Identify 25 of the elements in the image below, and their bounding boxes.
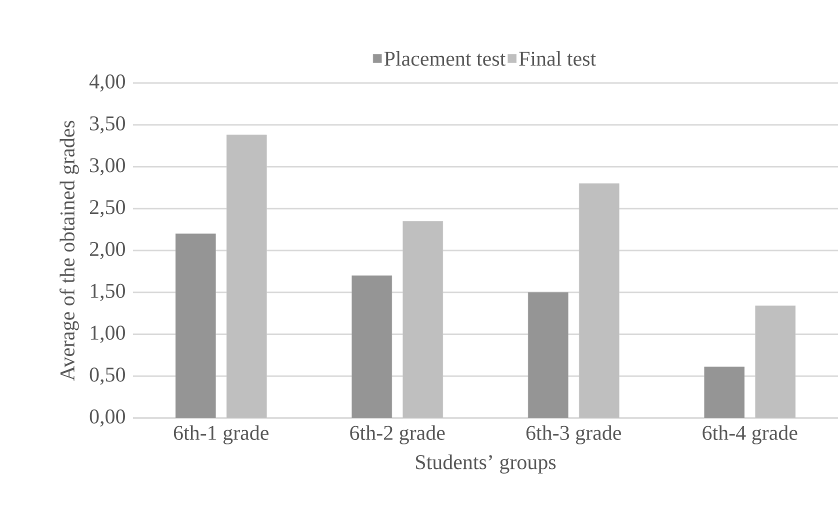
x-tick-label: 6th-1 grade bbox=[174, 425, 268, 444]
bar bbox=[352, 275, 392, 418]
x-axis-title: Students’ groups bbox=[416, 454, 556, 474]
bar bbox=[755, 306, 796, 418]
y-axis-title: Average of the obtained grades bbox=[60, 120, 79, 381]
y-tick-label: 2,00 bbox=[90, 242, 126, 260]
legend-label: Final test bbox=[519, 51, 596, 66]
y-tick-label: 1,00 bbox=[90, 326, 126, 343]
y-tick-label: 3,00 bbox=[90, 158, 126, 176]
bar bbox=[528, 292, 568, 418]
bar bbox=[402, 220, 444, 418]
x-tick-label: 6th-4 grade bbox=[702, 425, 798, 444]
y-tick-label: 3,50 bbox=[90, 116, 126, 134]
y-tick-label: 2,50 bbox=[90, 200, 126, 218]
bar bbox=[175, 234, 216, 418]
y-tick-label: 0,00 bbox=[90, 409, 126, 427]
legend-label: Placement test bbox=[384, 51, 506, 66]
y-tick-label: 0,50 bbox=[90, 368, 126, 385]
x-tick-label: 6th-2 grade bbox=[350, 425, 445, 444]
y-tick-label: 1,50 bbox=[90, 284, 126, 301]
x-tick-label: 6th-3 grade bbox=[526, 425, 621, 444]
bar bbox=[704, 366, 745, 418]
bar bbox=[226, 134, 267, 418]
bar bbox=[578, 183, 620, 418]
y-tick-label: 4,00 bbox=[89, 74, 126, 92]
